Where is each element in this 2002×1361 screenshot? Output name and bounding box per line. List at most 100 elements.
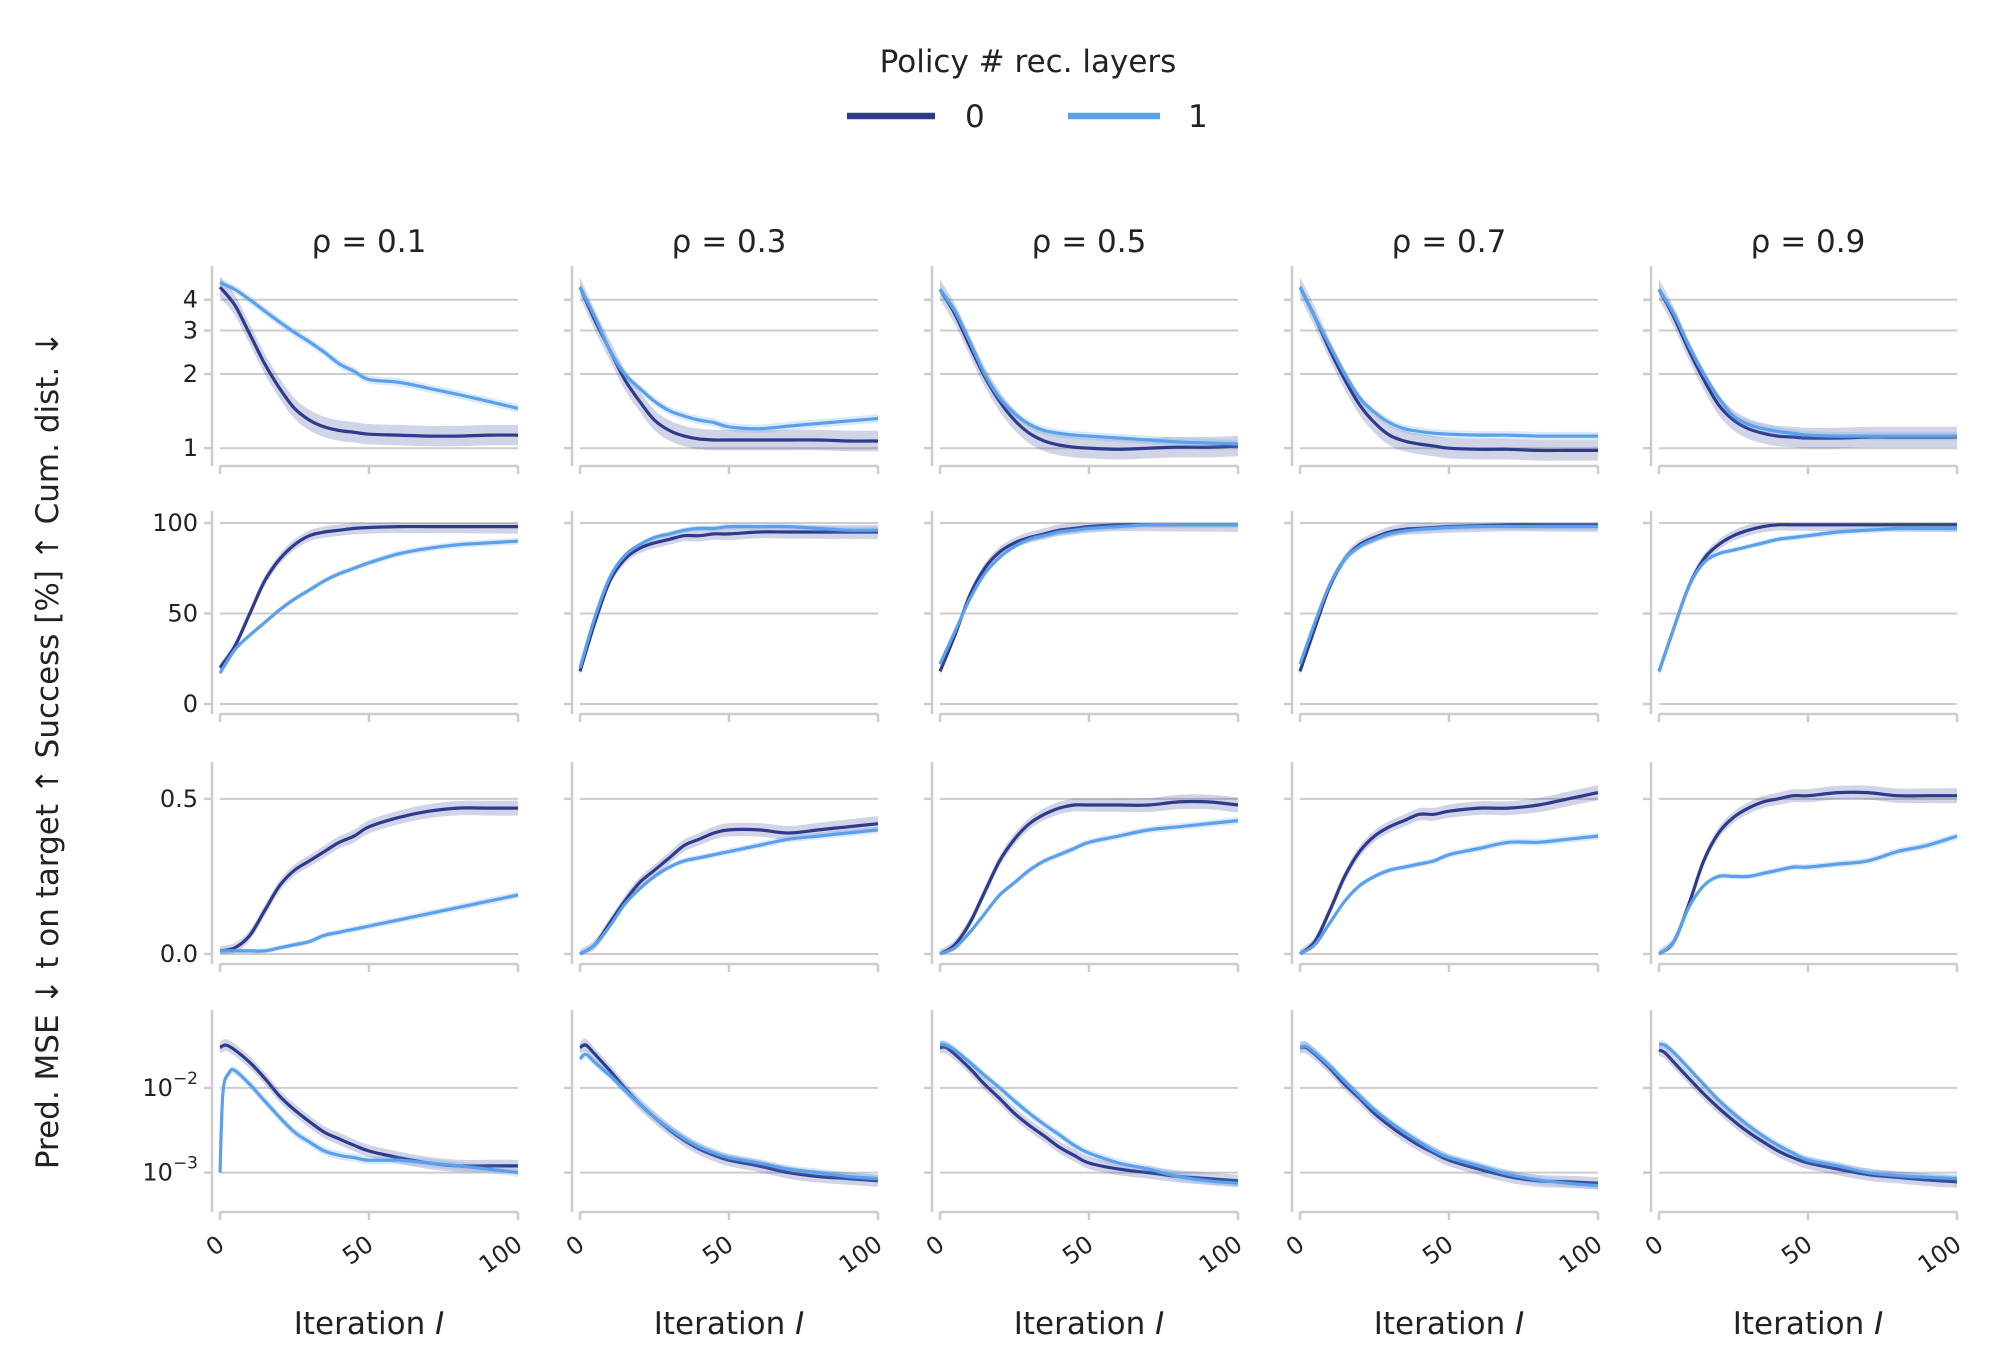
series-line-1 xyxy=(220,893,519,953)
x-tick-label: 100 xyxy=(834,1230,888,1279)
confidence-band-series-1 xyxy=(1300,523,1598,667)
column-title: ρ = 0.3 xyxy=(672,224,787,260)
confidence-band-series-0 xyxy=(580,816,878,954)
subplot-cum_dist-col5: ρ = 0.9 xyxy=(1643,224,1959,474)
y-tick-label: 0.5 xyxy=(160,785,198,813)
x-tick-label: 50 xyxy=(1057,1230,1098,1270)
series-line-1 xyxy=(1298,286,1598,438)
y-tick-label: 1 xyxy=(183,434,198,462)
x-tick-label: 50 xyxy=(337,1230,378,1270)
subplot-success-col5 xyxy=(1643,511,1959,722)
series-line-1 xyxy=(938,523,1238,665)
subplot-cum_dist-col1: 1 2 3 4 ρ = 0.1 xyxy=(183,224,520,474)
confidence-band-series-1 xyxy=(220,278,518,413)
confidence-band-series-0 xyxy=(1659,1043,1957,1188)
subplot-pred_mse-col5: 0 50 100 Iteration I xyxy=(1640,1010,1967,1342)
subplot-pred_mse-col1: 10−3 10−2 0 50 100 Iteration I xyxy=(142,1010,527,1342)
subplot-pred_mse-col3: 0 50 100 Iteration I xyxy=(921,1010,1248,1342)
series-line-1 xyxy=(1298,524,1598,665)
confidence-band-series-0 xyxy=(1300,522,1598,676)
y-tick-label: 2 xyxy=(183,360,198,388)
confidence-band-series-0 xyxy=(1300,1040,1598,1190)
column-title: ρ = 0.5 xyxy=(1032,224,1147,260)
y-tick-label: 3 xyxy=(183,317,198,345)
x-tick-label: 0 xyxy=(561,1230,590,1262)
subplot-success-col1: 0 50 100 xyxy=(152,509,520,722)
y-axis-label: Pred. MSE ↓ t on target ↑ Success [%] ↑ … xyxy=(30,331,66,1169)
y-tick-label: 10−2 xyxy=(142,1069,198,1102)
series-line-1 xyxy=(1657,834,1958,956)
y-tick-label: 10−3 xyxy=(142,1154,198,1187)
subplot-t_on_target-col2 xyxy=(564,762,880,972)
subplot-success-col4 xyxy=(1284,511,1600,722)
legend-title: Policy # rec. layers xyxy=(880,44,1177,80)
series-line-0 xyxy=(1657,288,1957,440)
series-line-1 xyxy=(1657,526,1957,672)
series-line-0 xyxy=(579,822,879,956)
x-tick-label: 100 xyxy=(1194,1230,1248,1279)
subplot-cum_dist-col3: ρ = 0.5 xyxy=(924,224,1240,474)
series-line-0 xyxy=(218,286,519,438)
series-line-1 xyxy=(578,524,879,669)
x-tick-label: 100 xyxy=(1554,1230,1608,1279)
confidence-band-series-1 xyxy=(580,282,878,433)
series-line-0 xyxy=(578,286,879,443)
series-line-1 xyxy=(1299,1044,1599,1188)
confidence-band-series-0 xyxy=(940,522,1238,676)
series-line-1 xyxy=(218,1068,519,1175)
subplot-pred_mse-col4: 0 50 100 Iteration I xyxy=(1281,1010,1608,1342)
x-tick-label: 50 xyxy=(697,1230,738,1270)
series-line-1 xyxy=(1657,288,1957,438)
series-line-0 xyxy=(939,1045,1239,1183)
x-axis-label: Iteration I xyxy=(1733,1306,1884,1342)
confidence-band-series-0 xyxy=(220,276,518,447)
subplot-t_on_target-col3 xyxy=(924,762,1240,972)
series-line-1 xyxy=(1299,834,1599,956)
y-tick-label: 0.0 xyxy=(160,940,198,968)
subplot-success-col3 xyxy=(924,511,1240,722)
series-line-1 xyxy=(579,828,879,956)
subplot-cum_dist-col4: ρ = 0.7 xyxy=(1284,224,1600,474)
y-tick-label: 0 xyxy=(183,690,198,718)
confidence-band-series-0 xyxy=(580,1038,878,1187)
series-line-1 xyxy=(218,539,519,675)
series-line-0 xyxy=(578,530,878,672)
x-axis-label: Iteration I xyxy=(294,1306,445,1342)
series-line-0 xyxy=(1657,790,1957,956)
x-axis-label: Iteration I xyxy=(654,1306,805,1342)
confidence-band-series-1 xyxy=(1659,285,1957,441)
legend-label-0: 0 xyxy=(965,99,985,135)
subplot-success-col2 xyxy=(564,511,880,722)
confidence-band-series-0 xyxy=(1659,522,1957,676)
confidence-band-series-1 xyxy=(940,816,1238,954)
series-line-1 xyxy=(219,281,519,410)
x-tick-label: 0 xyxy=(1640,1230,1669,1262)
series-line-0 xyxy=(1298,286,1598,453)
x-axis-label: Iteration I xyxy=(1014,1306,1165,1342)
series-line-0 xyxy=(938,523,1238,673)
confidence-band-series-1 xyxy=(1300,1041,1598,1190)
confidence-band-series-1 xyxy=(580,523,878,670)
x-axis-label: Iteration I xyxy=(1374,1306,1525,1342)
confidence-band-series-1 xyxy=(1300,282,1598,441)
column-title: ρ = 0.9 xyxy=(1751,224,1866,260)
confidence-band-series-0 xyxy=(580,276,878,452)
confidence-band-series-1 xyxy=(580,826,878,954)
subplot-t_on_target-col1: 0.0 0.5 xyxy=(160,762,520,972)
series-line-1 xyxy=(1658,1042,1958,1181)
series-line-0 xyxy=(1298,791,1599,956)
confidence-band-series-0 xyxy=(220,800,518,955)
y-tick-label: 100 xyxy=(152,509,198,537)
legend: Policy # rec. layers 0 1 xyxy=(847,44,1208,135)
legend-label-1: 1 xyxy=(1188,99,1208,135)
subplot-cum_dist-col2: ρ = 0.3 xyxy=(564,224,880,474)
series-line-0 xyxy=(219,806,518,953)
series-line-1 xyxy=(938,288,1239,446)
series-line-0 xyxy=(1298,523,1598,672)
x-tick-label: 100 xyxy=(1913,1230,1967,1279)
confidence-band-series-0 xyxy=(1659,279,1957,449)
subplot-pred_mse-col2: 0 50 100 Iteration I xyxy=(561,1010,888,1342)
confidence-band-series-1 xyxy=(220,537,518,676)
series-line-1 xyxy=(939,1042,1239,1185)
confidence-band-series-0 xyxy=(940,1040,1238,1187)
